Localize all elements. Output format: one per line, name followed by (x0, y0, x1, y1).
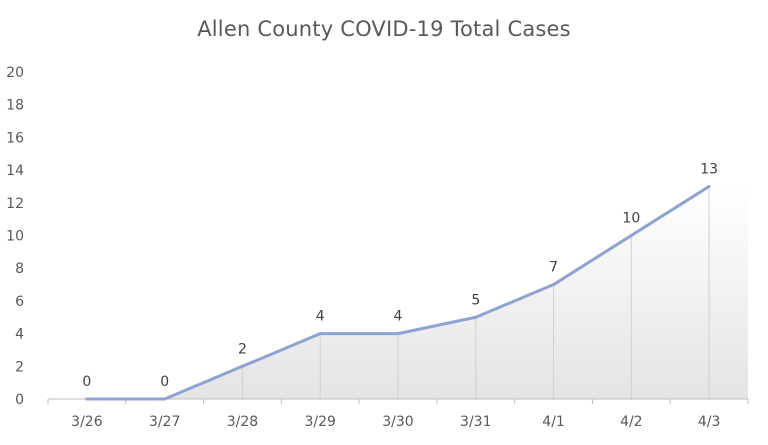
series-line-segment (474, 283, 556, 319)
series-line-segment (396, 315, 478, 336)
data-label: 0 (82, 374, 91, 390)
x-tick-label: 3/28 (227, 414, 258, 430)
data-label: 5 (471, 292, 480, 308)
x-tick-label: 3/29 (304, 414, 335, 430)
data-label: 13 (700, 161, 718, 177)
x-tick-label: 4/2 (620, 414, 643, 430)
x-tick-label: 3/27 (149, 414, 180, 430)
data-label: 7 (549, 260, 558, 276)
y-tick-label: 18 (6, 98, 24, 114)
data-label: 0 (160, 374, 169, 390)
y-tick-label: 14 (6, 163, 24, 179)
y-tick-label: 4 (15, 327, 24, 343)
y-tick-label: 20 (6, 65, 24, 81)
chart-title: Allen County COVID-19 Total Cases (197, 17, 571, 41)
y-tick-label: 2 (15, 359, 24, 375)
series-line-segment (552, 234, 633, 287)
data-label: 10 (622, 211, 640, 227)
data-label: 2 (238, 341, 247, 357)
x-tick-label: 3/31 (460, 414, 491, 430)
series-line-segment (163, 364, 244, 401)
x-tick-label: 4/1 (542, 414, 565, 430)
y-tick-label: 16 (6, 130, 24, 146)
y-tick-label: 12 (6, 196, 24, 212)
y-tick-label: 6 (15, 294, 24, 310)
data-label: 4 (394, 309, 403, 325)
series-line-segment (629, 184, 711, 237)
data-label: 4 (316, 309, 325, 325)
y-tick-label: 0 (15, 392, 24, 408)
area-fill (48, 186, 748, 399)
series-line-segment (240, 332, 322, 368)
y-tick-label: 8 (15, 261, 24, 277)
y-tick-label: 10 (6, 229, 24, 245)
x-tick-label: 3/30 (382, 414, 413, 430)
x-tick-label: 4/3 (698, 414, 721, 430)
x-tick-label: 3/26 (71, 414, 103, 430)
